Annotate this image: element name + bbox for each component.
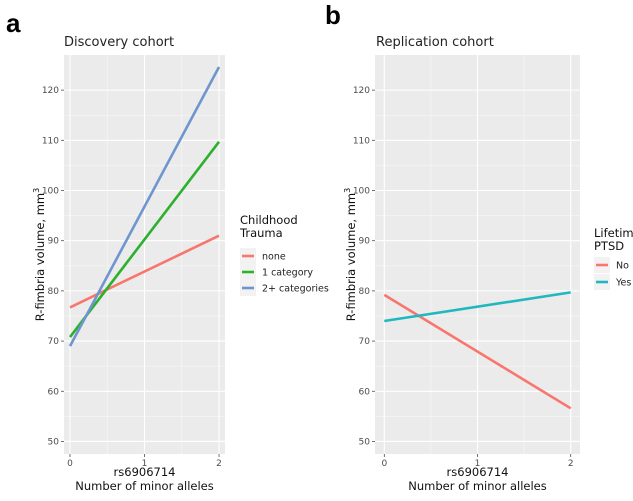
y-tick-label: 100 [353, 187, 370, 197]
y-tick-label: 70 [359, 337, 371, 347]
y-tick-label: 120 [353, 86, 370, 96]
y-axis-title-superscript: 3 [32, 188, 41, 193]
y-tick-label: 90 [48, 237, 60, 247]
x-tick-label: 0 [67, 459, 73, 469]
series-line-2-categories [68, 66, 221, 347]
y-axis-title-superscript: 3 [343, 188, 352, 193]
y-tick-label: 50 [48, 437, 60, 447]
x-tick-label: 2 [568, 459, 574, 469]
legend-label: 2+ categories [262, 284, 329, 295]
series-line-none [69, 234, 220, 309]
y-axis-title: R-fimbria volume, mm3 [343, 188, 358, 321]
series-line-no [383, 293, 572, 410]
y-axis-title-text: R-fimbria volume, mm [33, 193, 47, 321]
legend-title: PTSD [594, 239, 624, 253]
x-tick-label: 1 [475, 459, 481, 469]
legend-title: Lifetime [594, 226, 633, 240]
legend-label: Yes [615, 278, 631, 289]
legend-label: none [262, 252, 286, 263]
y-axis-title-text: R-fimbria volume, mm [344, 193, 358, 321]
y-tick-label: 110 [353, 136, 370, 146]
panel-letter: a [6, 8, 21, 38]
x-axis-title-line2: Number of minor alleles [75, 479, 213, 493]
series-line-yes [384, 291, 571, 323]
x-axis-title: rs6906714 [114, 465, 176, 479]
chart-panel-a: a Discovery cohort 50 60 70 80 90 100 110 120 0 1 2 r… [6, 8, 329, 493]
y-tick-label: 60 [48, 387, 60, 397]
x-tick-label: 1 [142, 459, 148, 469]
y-tick-label: 110 [42, 136, 59, 146]
legend: LifetimePTSD No Yes [594, 226, 633, 290]
chart-title: Discovery cohort [64, 35, 174, 50]
chart-panel-b: b Replication cohort 50 60 70 80 90 100 110 120 0 1… [325, 0, 633, 493]
legend-label: 1 category [262, 268, 313, 279]
x-tick-label: 0 [381, 459, 387, 469]
legend-title: Childhood [240, 213, 298, 227]
y-tick-label: 80 [359, 287, 371, 297]
y-tick-label: 90 [359, 237, 371, 247]
legend-title: Trauma [239, 226, 283, 240]
x-axis-title-line2: Number of minor alleles [408, 479, 546, 493]
y-axis-title: R-fimbria volume, mm3 [32, 188, 47, 321]
series-line-1-category [68, 141, 221, 338]
chart-title: Replication cohort [376, 35, 494, 50]
y-tick-label: 100 [42, 187, 59, 197]
y-tick-label: 50 [359, 437, 371, 447]
y-tick-label: 70 [48, 337, 60, 347]
y-tick-label: 80 [48, 287, 60, 297]
y-tick-label: 120 [42, 86, 59, 96]
x-axis-title: rs6906714 [447, 465, 509, 479]
panel-letter: b [325, 0, 341, 30]
legend-label: No [616, 261, 629, 272]
x-tick-label: 2 [216, 459, 222, 469]
y-tick-label: 60 [359, 387, 371, 397]
